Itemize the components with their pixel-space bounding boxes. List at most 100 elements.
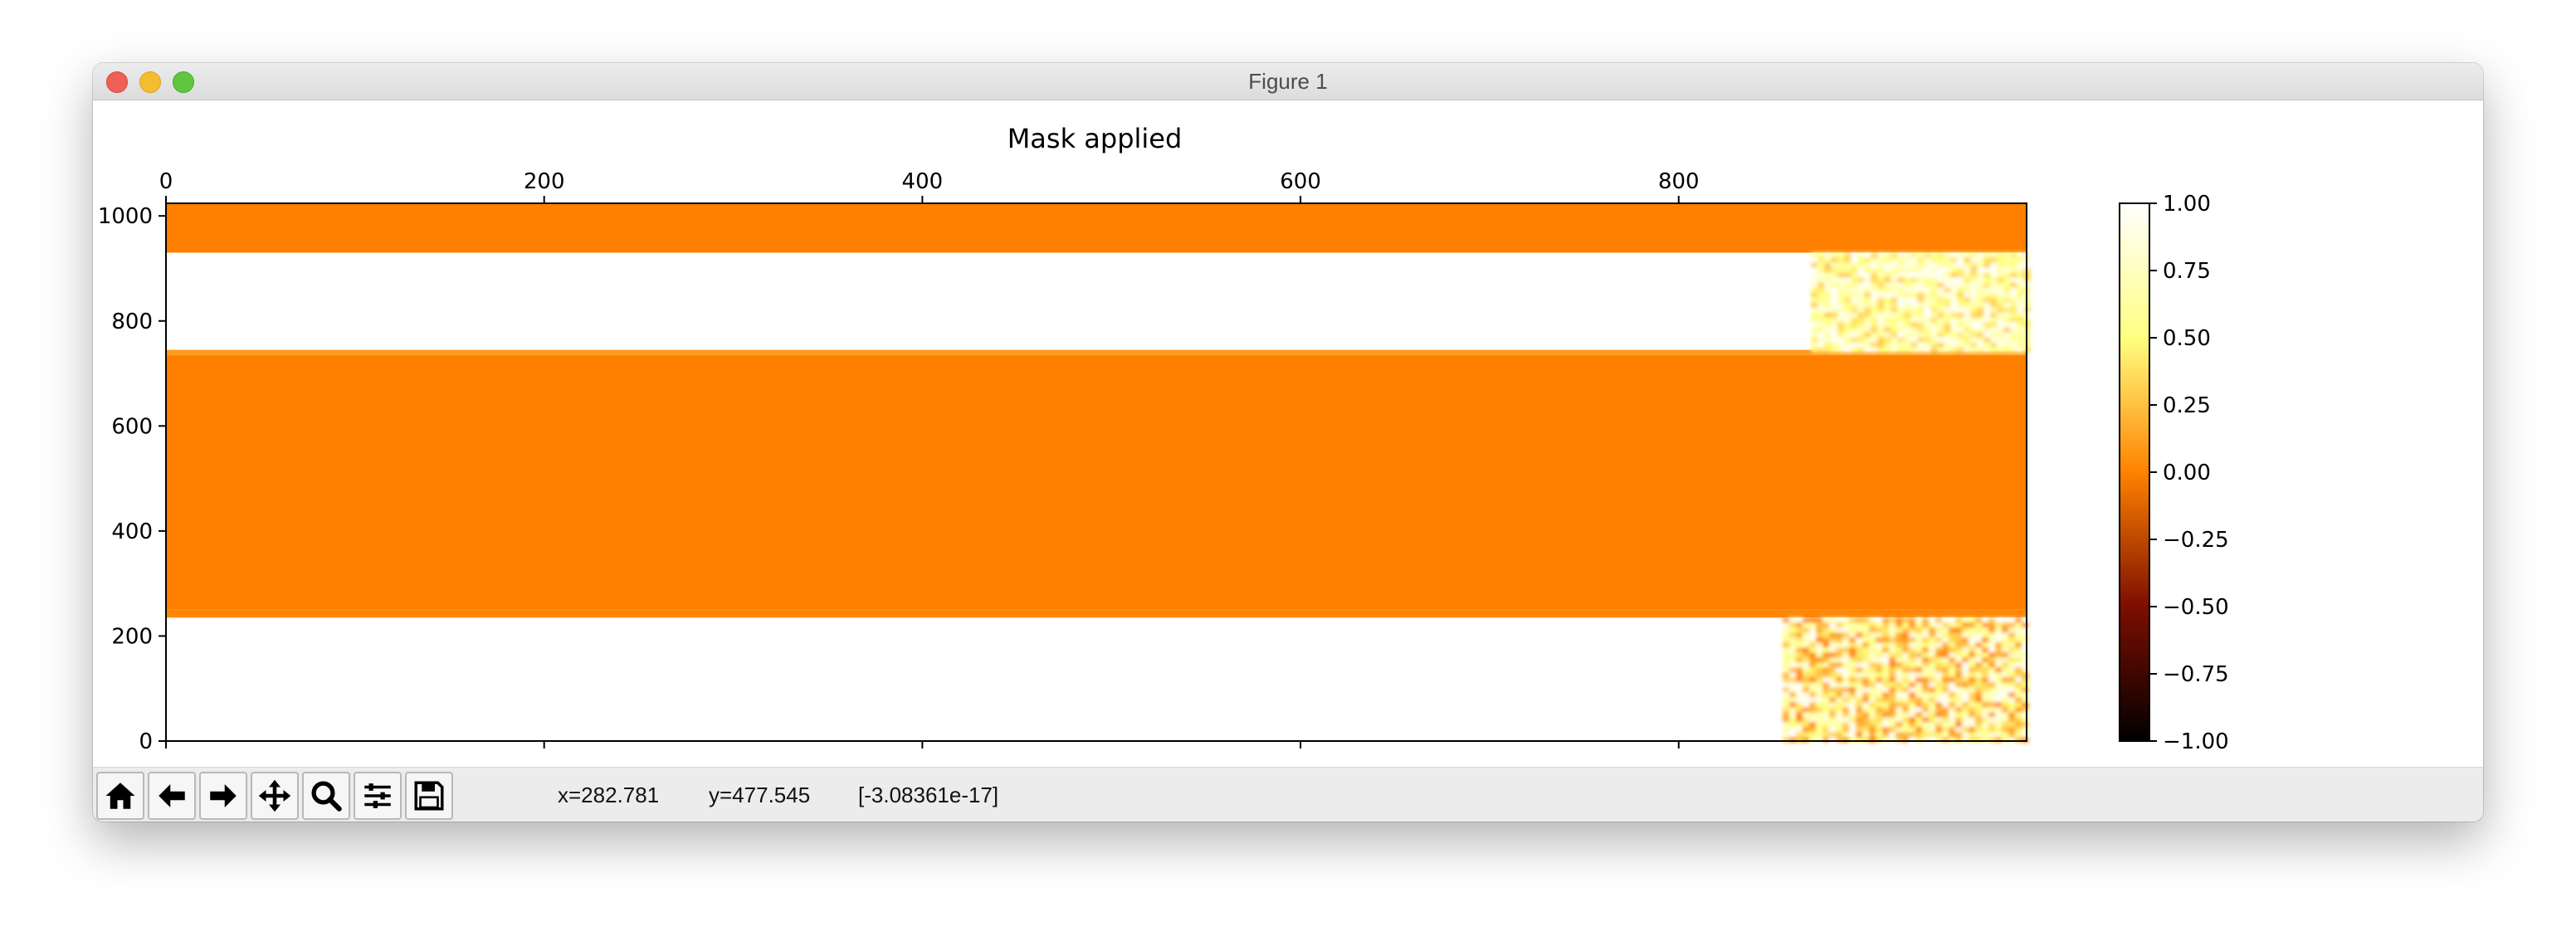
heatmap-cell [1942, 672, 1949, 678]
heatmap-cell [2010, 302, 2017, 308]
heatmap-cell [1995, 712, 2003, 718]
heatmap-cell [1982, 697, 1989, 703]
heatmap-cell [1944, 302, 1951, 308]
heatmap-cell [1995, 622, 2003, 628]
heatmap-cell [1831, 277, 1838, 283]
heatmap-cell [1982, 682, 1989, 688]
heatmap-cell [1876, 697, 1883, 703]
heatmap-cell [1857, 282, 1865, 288]
heatmap-cell [2003, 347, 2011, 353]
heatmap-cell [1811, 272, 1818, 278]
heatmap-cell [1817, 297, 1825, 303]
heatmap-cell [1897, 277, 1905, 283]
heatmap-cell [1988, 732, 1996, 738]
minimize-window-button[interactable] [139, 71, 161, 93]
heatmap-cell [2015, 702, 2022, 708]
heatmap-cell [1942, 617, 1949, 623]
heatmap-cell [1891, 317, 1898, 323]
heatmap-cell [1930, 252, 1938, 258]
heatmap-cell [1851, 272, 1858, 278]
home-button[interactable] [96, 772, 144, 820]
heatmap-cell [1924, 267, 1931, 273]
heatmap-cell [1796, 737, 1803, 743]
heatmap-cell [1837, 342, 1845, 348]
heatmap-cell [2008, 707, 2016, 713]
heatmap-cell [1836, 682, 1843, 688]
heatmap-cell [1849, 682, 1856, 688]
heatmap-cell [1876, 682, 1883, 688]
heatmap-cell [2010, 277, 2017, 283]
heatmap-cell [1942, 622, 1949, 628]
heatmap-cell [1871, 282, 1878, 288]
heatmap-cell [1983, 317, 1991, 323]
heatmap-cell [1882, 627, 1890, 633]
heatmap-cell [1897, 337, 1905, 343]
heatmap-cell [1829, 687, 1837, 693]
title-bar[interactable]: Figure 1 [93, 63, 2483, 100]
heatmap-cell [1842, 642, 1850, 648]
heatmap-cell [1869, 667, 1876, 673]
heatmap-cell [1929, 697, 1936, 703]
pan-button[interactable] [251, 772, 299, 820]
heatmap-cell [1929, 667, 1936, 673]
heatmap-cell [1844, 287, 1852, 293]
heatmap-cell [1877, 262, 1885, 268]
maximize-window-button[interactable] [173, 71, 194, 93]
heatmap-cell [1891, 307, 1898, 313]
heatmap-cell [1849, 707, 1856, 713]
heatmap-cell [1877, 322, 1885, 328]
heatmap-cell [1942, 727, 1949, 733]
heatmap-cell [1995, 697, 2003, 703]
heatmap-cell [1862, 657, 1870, 663]
heatmap-cell [1969, 737, 1976, 743]
heatmap-cell [1783, 732, 1790, 738]
heatmap-cell [1876, 627, 1883, 633]
heatmap-cell [2008, 652, 2016, 658]
heatmap-cell [2017, 297, 2024, 303]
forward-button[interactable] [199, 772, 247, 820]
heatmap-figure[interactable]: Mask applied 0 200 400 600 80002004006008001… [93, 100, 2483, 767]
heatmap-cell [1917, 282, 1925, 288]
heatmap-cell [1789, 617, 1797, 623]
heatmap-cell [2015, 627, 2022, 633]
heatmap-cell [2022, 717, 2029, 723]
heatmap-cell [2010, 327, 2017, 333]
heatmap-cell [2017, 312, 2024, 318]
heatmap-cell [1949, 642, 1956, 648]
heatmap-cell [1849, 677, 1856, 683]
heatmap-cell [2022, 657, 2029, 663]
heatmap-cell [1851, 257, 1858, 263]
back-button[interactable] [148, 772, 196, 820]
heatmap-plot-area[interactable] [166, 203, 2031, 743]
heatmap-cell [1803, 632, 1810, 638]
heatmap-cell [1877, 347, 1885, 353]
heatmap-cell [1922, 632, 1930, 638]
heatmap-cell [1811, 257, 1818, 263]
heatmap-cell [1975, 657, 1983, 663]
heatmap-cell [1829, 657, 1837, 663]
heatmap-cell [1895, 642, 1903, 648]
configure-subplots-button[interactable] [354, 772, 402, 820]
heatmap-cell [1909, 702, 1916, 708]
heatmap-cell [1930, 322, 1938, 328]
heatmap-cell [1783, 702, 1790, 708]
heatmap-cell [2015, 637, 2022, 643]
save-button[interactable] [405, 772, 453, 820]
zoom-button[interactable] [302, 772, 350, 820]
heatmap-cell [2010, 342, 2017, 348]
figure-canvas[interactable]: Mask applied 0 200 400 600 800 0 200 400 600 800 1… [93, 100, 2483, 767]
heatmap-cell [1857, 307, 1865, 313]
heatmap-cell [1917, 262, 1925, 268]
heatmap-cell [1944, 277, 1951, 283]
heatmap-cell [1809, 697, 1817, 703]
heatmap-cell [1929, 712, 1936, 718]
heatmap-cell [1975, 717, 1983, 723]
close-window-button[interactable] [106, 71, 128, 93]
heatmap-cell [2017, 337, 2024, 343]
heatmap-cell [1882, 682, 1890, 688]
heatmap-cell [2022, 682, 2029, 688]
heatmap-cell [1910, 332, 1918, 338]
heatmap-cell [1783, 687, 1790, 693]
heatmap-cell [1789, 702, 1797, 708]
heatmap-cell [1811, 282, 1818, 288]
